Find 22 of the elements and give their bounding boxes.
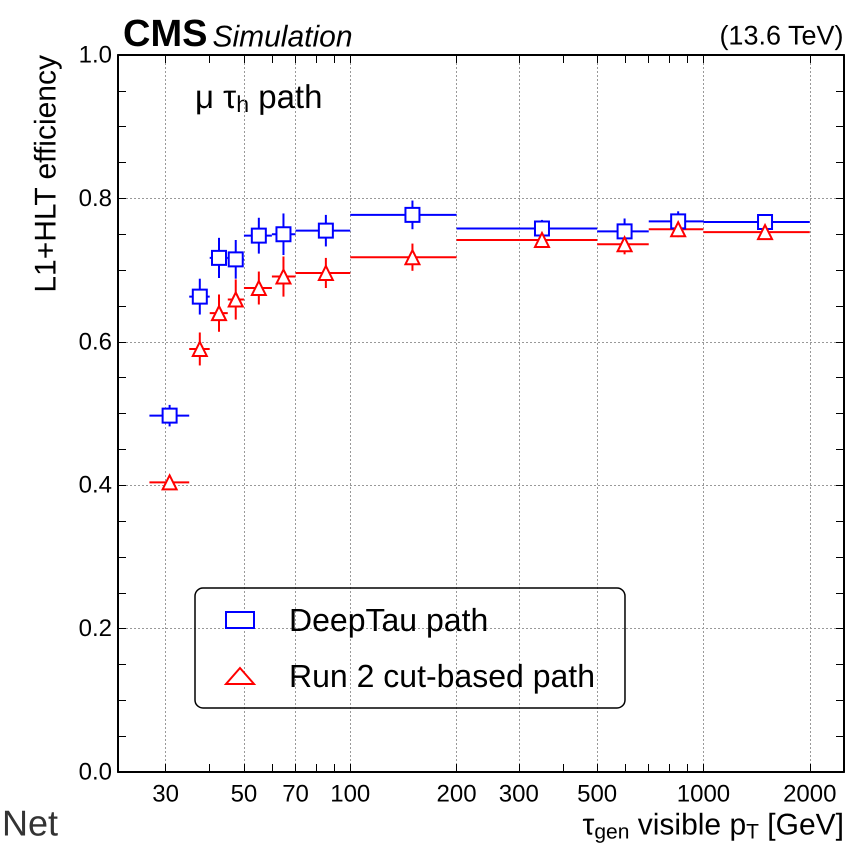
y-tick-label: 0.6 [78,328,112,356]
text: Net [2,802,58,844]
y-axis-title: L1+HLT efficiency [30,55,62,293]
legend-label: DeepTau path [289,602,488,638]
x-tick-label: 2000 [783,780,836,808]
y-tick-label: 1.0 [78,42,112,68]
x-tick-label: 30 [152,780,179,808]
x-tick-label: 300 [498,780,539,808]
chart-subtitle: Simulation [212,20,353,54]
x-tick-label: 1000 [676,780,730,808]
y-tick-label: 0.0 [78,758,112,786]
chart-title: CMS [123,13,208,55]
y-tick-label: 0.8 [78,184,112,212]
x-tick-label: 200 [436,780,477,808]
x-tick-label: 500 [577,780,618,808]
text: (13.6 TeV) [719,20,844,50]
x-tick-label: 100 [330,780,370,808]
y-tick-label: 0.4 [78,472,112,499]
y-tick-label: 0.2 [78,615,112,642]
legend-label: Run 2 cut-based path [289,658,595,694]
x-tick-label: 70 [282,780,309,808]
x-tick-label: 50 [230,780,258,808]
